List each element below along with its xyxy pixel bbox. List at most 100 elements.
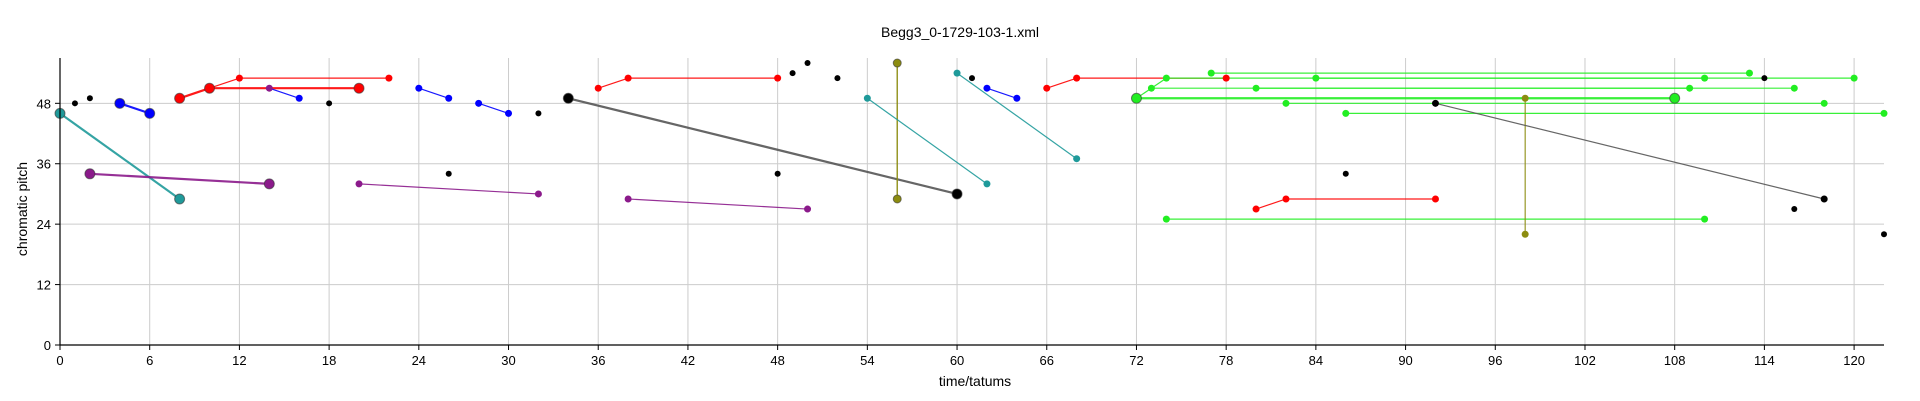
note-segment bbox=[59, 112, 181, 200]
note-point bbox=[84, 168, 96, 180]
x-tick-label: 54 bbox=[860, 353, 874, 368]
x-tick-label: 60 bbox=[950, 353, 964, 368]
note-segment bbox=[568, 97, 958, 196]
note-point bbox=[534, 190, 542, 198]
note-segment bbox=[628, 198, 808, 210]
note-point bbox=[789, 70, 796, 77]
note-segment bbox=[478, 102, 509, 114]
y-tick-label: 36 bbox=[37, 157, 51, 172]
x-tick-label: 24 bbox=[412, 353, 426, 368]
x-tick-label: 108 bbox=[1664, 353, 1686, 368]
note-point bbox=[1162, 74, 1170, 82]
note-point bbox=[1043, 84, 1051, 92]
x-tick-label: 66 bbox=[1040, 353, 1054, 368]
note-segment bbox=[986, 87, 1018, 99]
y-axis-label: chromatic pitch bbox=[14, 162, 30, 256]
note-point bbox=[1431, 99, 1439, 107]
x-tick-label: 90 bbox=[1398, 353, 1412, 368]
note-point bbox=[863, 94, 871, 102]
note-point bbox=[235, 74, 243, 82]
note-point bbox=[983, 84, 991, 92]
x-axis-label: time/tatums bbox=[939, 373, 1011, 389]
note-point bbox=[265, 84, 273, 92]
note-point bbox=[951, 188, 963, 200]
axes bbox=[55, 58, 1884, 350]
note-point bbox=[114, 97, 126, 109]
x-tick-labels: 0 6 12 18 24 30 36 42 48 54 60 66 72 78 84 90 96 102 108 11… bbox=[56, 353, 1865, 368]
note-point bbox=[415, 84, 423, 92]
note-point bbox=[804, 205, 812, 213]
note-connections bbox=[59, 63, 1884, 235]
note-point bbox=[1222, 74, 1230, 82]
x-tick-label: 6 bbox=[146, 353, 153, 368]
note-point bbox=[1790, 84, 1798, 92]
note-point bbox=[144, 107, 156, 119]
note-point bbox=[1850, 74, 1858, 82]
x-tick-label: 114 bbox=[1754, 353, 1775, 368]
note-point bbox=[1521, 94, 1529, 102]
note-points bbox=[54, 58, 1888, 238]
note-point bbox=[445, 94, 453, 102]
note-point bbox=[505, 109, 513, 117]
note-point bbox=[1252, 84, 1260, 92]
note-point bbox=[1881, 231, 1887, 238]
note-point bbox=[1162, 215, 1170, 223]
note-segment bbox=[269, 87, 300, 99]
note-point bbox=[174, 92, 186, 104]
note-point bbox=[1073, 74, 1081, 82]
note-point bbox=[834, 75, 841, 82]
y-tick-label: 48 bbox=[37, 96, 51, 111]
note-point bbox=[1880, 109, 1888, 117]
x-tick-label: 102 bbox=[1574, 353, 1596, 368]
note-point bbox=[1820, 99, 1828, 107]
x-tick-label: 72 bbox=[1129, 353, 1143, 368]
note-point bbox=[1130, 92, 1142, 104]
note-point bbox=[983, 180, 991, 188]
note-point bbox=[562, 92, 574, 104]
note-segment bbox=[598, 77, 629, 89]
x-tick-label: 36 bbox=[591, 353, 605, 368]
note-point bbox=[594, 84, 602, 92]
y-tick-labels: 0 12 24 36 48 bbox=[37, 96, 51, 353]
note-point bbox=[1521, 230, 1529, 238]
x-tick-label: 18 bbox=[322, 353, 336, 368]
x-tick-label: 78 bbox=[1219, 353, 1233, 368]
x-tick-label: 96 bbox=[1488, 353, 1502, 368]
note-point bbox=[624, 195, 632, 203]
note-point bbox=[1312, 74, 1320, 82]
note-point bbox=[535, 110, 542, 117]
note-point bbox=[624, 74, 632, 82]
x-tick-label: 30 bbox=[501, 353, 515, 368]
note-point bbox=[475, 99, 483, 107]
note-point bbox=[1207, 69, 1215, 77]
note-segment bbox=[1435, 102, 1825, 200]
note-point bbox=[385, 74, 393, 82]
grid-lines bbox=[59, 58, 1884, 346]
note-segment bbox=[1046, 77, 1077, 89]
note-point bbox=[1791, 206, 1798, 213]
note-point bbox=[326, 100, 333, 107]
note-point bbox=[1013, 94, 1021, 102]
x-tick-label: 0 bbox=[56, 353, 63, 368]
note-point bbox=[1252, 205, 1260, 213]
note-point bbox=[774, 170, 781, 177]
note-point bbox=[1342, 109, 1350, 117]
note-point bbox=[892, 194, 902, 204]
x-tick-label: 12 bbox=[232, 353, 246, 368]
note-point bbox=[355, 180, 363, 188]
note-point bbox=[174, 193, 186, 205]
note-point bbox=[445, 170, 452, 177]
note-point bbox=[204, 82, 216, 94]
note-point bbox=[774, 74, 782, 82]
note-segment bbox=[89, 172, 270, 185]
note-point bbox=[804, 60, 811, 67]
note-point bbox=[1282, 195, 1290, 203]
chart-title: Begg3_0-1729-103-1.xml bbox=[881, 24, 1039, 40]
x-tick-label: 42 bbox=[681, 353, 695, 368]
note-segment bbox=[1255, 198, 1287, 210]
note-point bbox=[892, 58, 902, 68]
note-point bbox=[1701, 74, 1709, 82]
note-segment bbox=[956, 72, 1078, 160]
note-point bbox=[1282, 99, 1290, 107]
